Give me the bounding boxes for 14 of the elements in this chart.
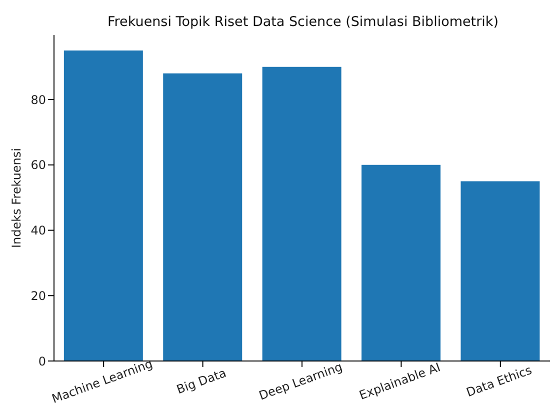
y-tick-label: 20 — [30, 288, 46, 303]
bar — [362, 164, 441, 361]
bar — [460, 181, 540, 361]
x-tick-label: Data Ethics — [464, 362, 534, 400]
y-tick-label: 0 — [38, 354, 46, 368]
bar — [64, 50, 143, 361]
bar — [262, 66, 342, 361]
y-tick-label: 40 — [30, 224, 46, 238]
y-tick-label: 60 — [30, 158, 46, 172]
x-tick-label: Big Data — [174, 366, 228, 397]
chart-title: Frekuensi Topik Riset Data Science (Simulasi Bibliometrik) — [106, 14, 500, 30]
y-axis-title: Indeks Frekuensi — [9, 148, 24, 248]
bar — [163, 73, 242, 361]
y-tick-label: 80 — [30, 92, 46, 107]
